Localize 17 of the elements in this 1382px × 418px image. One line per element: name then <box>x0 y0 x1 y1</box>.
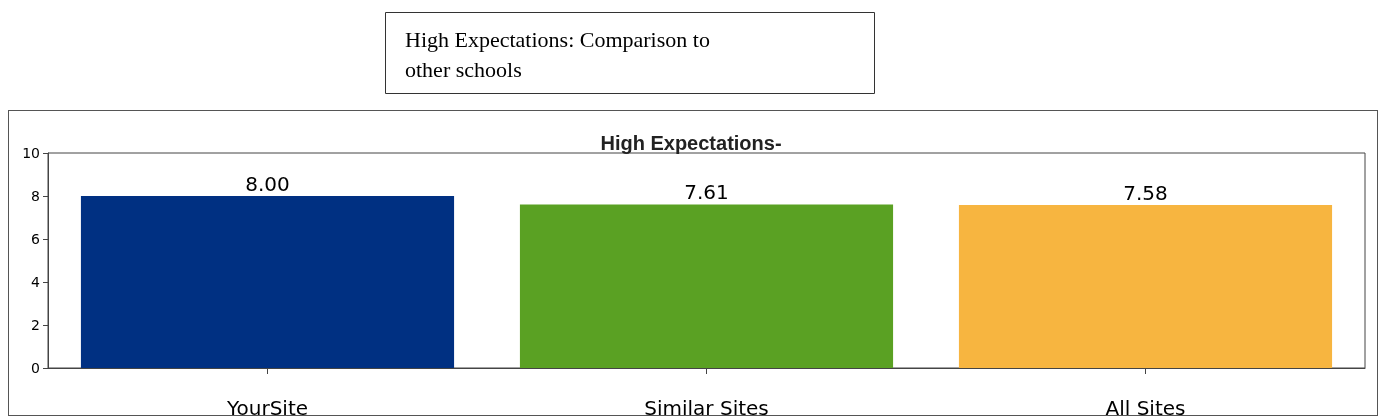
y-tick-label: 4 <box>31 274 41 290</box>
chart-subtitle: High Expectations- <box>600 132 782 154</box>
y-tick-label: 8 <box>31 188 40 204</box>
bar <box>958 205 1333 368</box>
y-tick-label: 0 <box>31 360 40 376</box>
y-tick-label: 2 <box>31 317 40 333</box>
x-tick-label: YourSite <box>225 396 309 418</box>
chart-title: High Expectations: Comparison to other schools <box>405 26 710 82</box>
y-tick-label: 6 <box>31 231 41 247</box>
bar <box>519 204 894 368</box>
data-label: 7.58 <box>1123 181 1168 206</box>
y-tick-label: 10 <box>22 145 40 161</box>
data-label: 8.00 <box>245 172 290 196</box>
data-label: 7.61 <box>684 180 729 205</box>
x-tick-label: All Sites <box>1105 396 1186 418</box>
x-tick-label: Similar Sites <box>644 396 769 418</box>
bar <box>80 196 455 368</box>
